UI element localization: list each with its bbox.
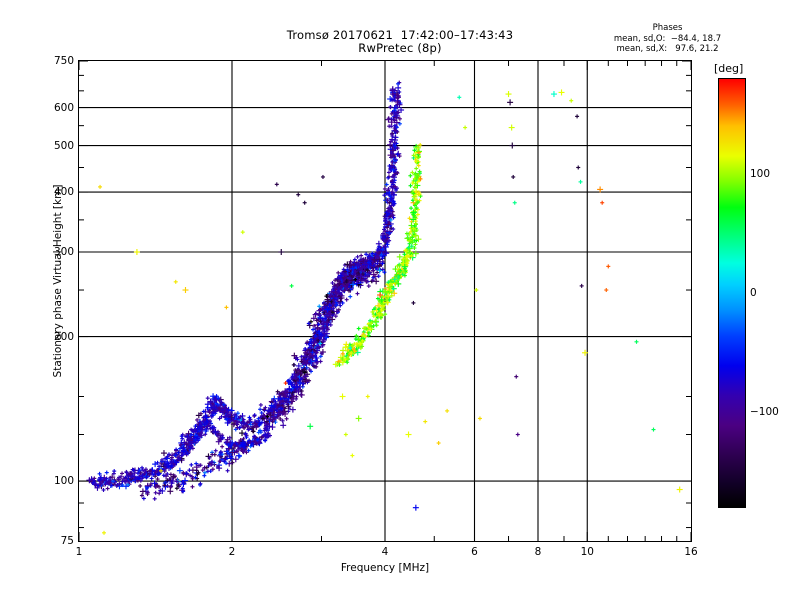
y-tick-label: 300 xyxy=(53,246,74,258)
x-tick-label: 6 xyxy=(471,546,478,558)
y-tick-label: 75 xyxy=(60,535,74,547)
plot-gridlines xyxy=(79,61,691,541)
y-axis-ticks: 75 100 200 300 400 500 600 750 xyxy=(0,55,74,547)
x-axis-label: Frequency [MHz] xyxy=(340,562,430,574)
x-tick-label: 2 xyxy=(228,546,236,558)
colorbar-unit-label: [deg] xyxy=(714,62,744,75)
y-tick-label: 200 xyxy=(53,330,74,343)
colorbar xyxy=(718,78,746,508)
colorbar-tick-label: 100 xyxy=(750,167,771,180)
y-tick-label: 500 xyxy=(53,139,74,152)
x-tick-label: 1 xyxy=(75,546,83,558)
plot-title-line1: Tromsø 20170621 17:42:00–17:43:43 xyxy=(286,28,514,42)
x-tick-label: 8 xyxy=(534,546,542,558)
x-tick-label: 16 xyxy=(684,546,698,558)
scatter-data-points xyxy=(86,80,683,535)
y-axis-label: Stationary phase Virtual Height [km] xyxy=(52,184,64,378)
phase-stats-header: Phases xyxy=(652,23,683,33)
phase-stats-x-row: mean, sd,X: 97.6, 21.2 xyxy=(616,44,719,54)
phase-stats-block: Phases mean, sd,O: −84.4, 18.7 mean, sd,… xyxy=(575,23,760,55)
y-tick-label: 750 xyxy=(53,55,74,67)
y-axis-label-host: Stationary phase Virtual Height [km] xyxy=(28,60,64,542)
axis-tick-marks xyxy=(79,61,691,541)
y-tick-label: 100 xyxy=(53,475,74,488)
x-tick-label: 4 xyxy=(381,546,389,558)
y-tick-label: 400 xyxy=(53,186,74,199)
x-tick-label: 10 xyxy=(580,546,594,558)
y-tick-label: 600 xyxy=(53,101,74,114)
plot-area xyxy=(78,60,692,542)
colorbar-tick-label: −100 xyxy=(750,406,779,419)
x-axis-ticks: 1 2 4 6 8 10 16 xyxy=(75,546,698,562)
phase-stats-o-row: mean, sd,O: −84.4, 18.7 xyxy=(613,33,722,44)
colorbar-tick-label: 0 xyxy=(750,287,757,299)
plot-title-line2: RwPretec (8p) xyxy=(358,41,442,55)
